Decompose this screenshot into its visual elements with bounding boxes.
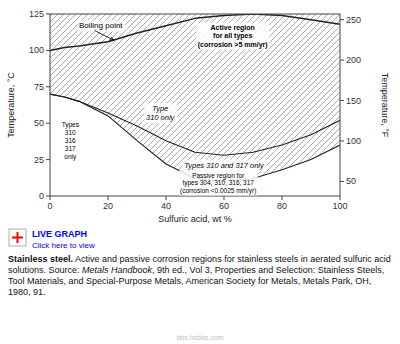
y2-tick xyxy=(340,140,344,141)
link-subtext: Click here to view xyxy=(32,241,95,250)
y-tick-label: 100 xyxy=(29,45,44,55)
y2-tick-label: 100 xyxy=(346,136,361,146)
annotations: Boiling point Active regionfor all types(… xyxy=(60,20,269,195)
boundary-line xyxy=(50,94,340,181)
y-tick xyxy=(46,123,50,124)
y-axis-label: Temperature, °C xyxy=(6,72,16,138)
y2-tick-label: 250 xyxy=(346,15,361,25)
y-tick xyxy=(46,159,50,160)
y-tick xyxy=(46,14,50,15)
annotation-arrow xyxy=(95,30,114,40)
annotation-background xyxy=(196,23,269,50)
annotation: Types 310 and 317 only xyxy=(184,161,265,170)
axes: 0 20 40 60 80 100 0 25 50 75 100 125 50 100 150 200 250 xyxy=(29,9,361,211)
link-icon xyxy=(12,237,23,239)
watermark: bbs.hcbbs.com xyxy=(176,334,223,341)
y-tick-label: 75 xyxy=(34,82,44,92)
annotation: Boiling point xyxy=(79,21,123,30)
x-tick xyxy=(340,196,341,200)
y-tick xyxy=(46,86,50,87)
x-tick-label: 60 xyxy=(219,201,229,211)
y2-tick xyxy=(340,19,344,20)
y-tick-label: 0 xyxy=(39,191,44,201)
annotation: Active regionfor all types(corrosion >5 … xyxy=(198,24,268,49)
x-tick-label: 40 xyxy=(161,201,171,211)
annotation: Type310 only xyxy=(146,104,176,122)
y-tick-label: 50 xyxy=(34,118,44,128)
caption-part: Stainless steel. xyxy=(8,254,73,264)
x-tick-label: 20 xyxy=(103,201,113,211)
plot-background xyxy=(50,14,340,196)
y2-axis-label: Temperature, °F xyxy=(380,73,390,138)
y2-tick-label: 200 xyxy=(346,55,361,65)
annotation-background xyxy=(60,120,81,161)
plot-area xyxy=(50,14,340,196)
annotation: Types310316317only xyxy=(62,121,80,160)
y-tick-label: 125 xyxy=(29,9,44,19)
x-tick-label: 0 xyxy=(47,201,52,211)
live-graph-link: LIVE GRAPH Click here to view xyxy=(9,229,95,250)
annotation-background xyxy=(183,160,267,171)
y2-tick-label: 50 xyxy=(346,176,356,186)
y-tick-label: 25 xyxy=(34,155,44,165)
caption-part: Metals Handbook xyxy=(82,265,152,275)
x-tick xyxy=(50,196,51,200)
y-tick xyxy=(46,50,50,51)
chart: 0 20 40 60 80 100 0 25 50 75 100 125 50 100 150 200 250 S… xyxy=(0,0,400,344)
passive-region xyxy=(50,94,340,196)
annotation: Passive region fortypes 304, 310, 316, 3… xyxy=(180,172,256,195)
y2-tick xyxy=(340,181,344,182)
y2-tick xyxy=(340,60,344,61)
annotation-background xyxy=(178,171,257,196)
x-tick xyxy=(108,196,109,200)
caption: Stainless steel. Active and passive corr… xyxy=(8,254,392,298)
y-tick xyxy=(46,196,50,197)
x-tick xyxy=(224,196,225,200)
annotation-background xyxy=(78,20,125,31)
x-axis-label: Sulfuric acid, wt % xyxy=(158,214,232,224)
x-tick-label: 80 xyxy=(277,201,287,211)
plot-frame xyxy=(50,14,340,196)
x-tick xyxy=(282,196,283,200)
x-tick-label: 100 xyxy=(332,201,347,211)
boundary-line xyxy=(50,14,340,50)
link-icon xyxy=(9,229,26,246)
annotation-background xyxy=(145,103,178,123)
x-tick xyxy=(166,196,167,200)
boundary-line xyxy=(50,94,340,155)
link-text: LIVE GRAPH xyxy=(32,229,87,239)
y2-tick-label: 150 xyxy=(346,96,361,106)
y2-tick xyxy=(340,100,344,101)
